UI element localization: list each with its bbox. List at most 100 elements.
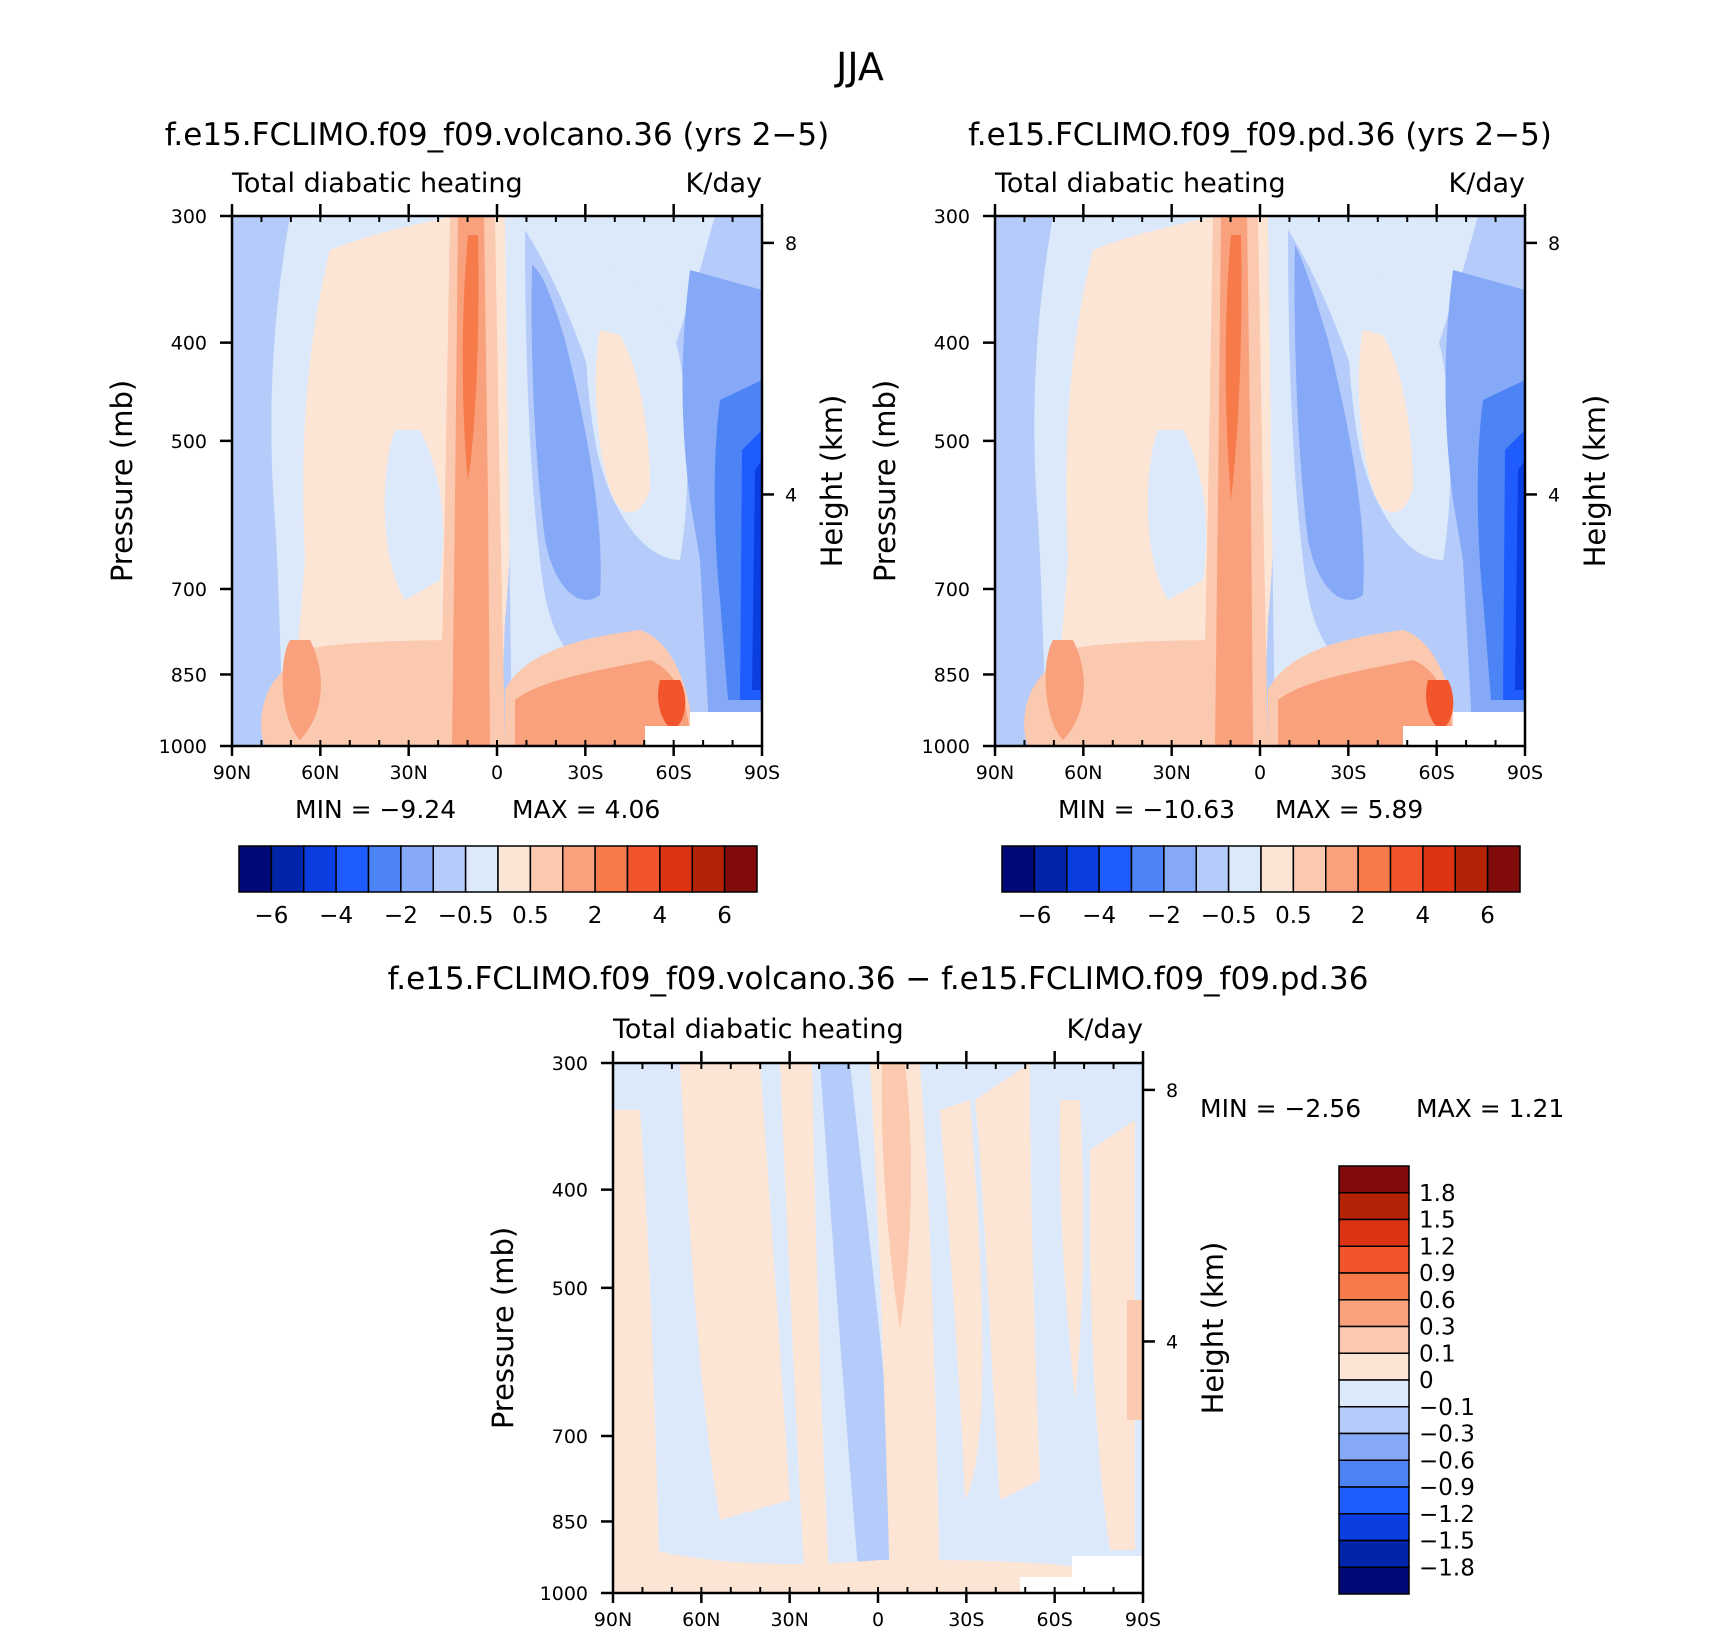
colorbar-label: 1.8 <box>1419 1181 1456 1207</box>
y-tick-label: 500 <box>934 431 970 453</box>
x-tick-label: 30S <box>948 1609 984 1629</box>
y-tick-label: 500 <box>171 431 207 453</box>
colorbar-swatch <box>1338 1432 1410 1461</box>
colorbar-swatch <box>1338 1459 1410 1488</box>
colorbar-label: −4 <box>1082 903 1116 929</box>
colorbar-swatch <box>1338 1245 1410 1274</box>
y-tick-label: 850 <box>552 1511 588 1533</box>
colorbar-label: −2 <box>384 903 418 929</box>
colorbar-swatch <box>1338 1539 1410 1568</box>
colorbar-swatch <box>1033 845 1068 893</box>
y-right-tick-label: 8 <box>1166 1080 1178 1102</box>
y-right-tick-label: 4 <box>1548 484 1560 506</box>
min-label: MIN = −2.56 <box>1200 1094 1361 1123</box>
colorbar-swatch <box>1195 845 1230 893</box>
colorbar-label: 0.1 <box>1419 1341 1456 1367</box>
x-tick-label: 90S <box>1125 1609 1161 1629</box>
colorbar-label: 1.2 <box>1419 1234 1456 1260</box>
colorbar-label: −1.2 <box>1419 1502 1475 1528</box>
colorbar-label: −6 <box>254 903 288 929</box>
colorbar-swatch <box>1454 845 1489 893</box>
colorbar-swatch <box>1338 1218 1410 1247</box>
colorbar: 1.81.51.20.90.60.30.10−0.1−0.3−0.6−0.9−1… <box>1338 1165 1475 1595</box>
colorbar-swatch <box>1338 1406 1410 1435</box>
colorbar-swatch <box>1338 1352 1410 1381</box>
colorbar-swatch <box>1066 845 1100 893</box>
x-tick-label: 30S <box>567 762 603 784</box>
y-right-tick-label: 4 <box>1166 1331 1178 1353</box>
y-axis-label: Pressure (mb) <box>105 380 139 582</box>
y-right-axis-label: Height (km) <box>815 395 849 568</box>
y-tick-label: 700 <box>552 1426 588 1448</box>
panel-diff: f.e15.FCLIMO.f09_f09.volcano.36 − f.e15.… <box>388 961 1565 1631</box>
max-label: MAX = 5.89 <box>1275 795 1423 824</box>
colorbar-swatch <box>1338 1299 1410 1328</box>
colorbar: −6 −4 −2 −0.5 0.5 2 4 6 <box>238 845 758 929</box>
colorbar-swatch <box>1325 845 1359 893</box>
colorbar-label: −0.5 <box>438 903 494 929</box>
panel-title: f.e15.FCLIMO.f09_f09.volcano.36 (yrs 2−5… <box>165 117 830 153</box>
max-label: MAX = 1.21 <box>1416 1094 1564 1123</box>
y-axis-label: Pressure (mb) <box>486 1227 520 1429</box>
colorbar-swatch <box>1338 1379 1410 1408</box>
colorbar-label: 1.5 <box>1419 1208 1456 1234</box>
x-tick-label: 30S <box>1330 762 1366 784</box>
y-tick-label: 400 <box>552 1180 588 1202</box>
figure-title: JJA <box>834 45 884 89</box>
colorbar-label: 6 <box>1480 903 1495 929</box>
y-tick-label: 500 <box>552 1278 588 1300</box>
colorbar-label: 2 <box>588 903 603 929</box>
colorbar-swatch <box>1292 845 1327 893</box>
y-right-tick-label: 8 <box>1548 233 1560 255</box>
colorbar-swatch <box>1227 845 1262 893</box>
colorbar-swatch <box>270 845 305 893</box>
colorbar-label: −1.5 <box>1419 1529 1475 1555</box>
colorbar-swatch <box>335 845 370 893</box>
colorbar-swatch <box>562 845 596 893</box>
colorbar-label: −1.8 <box>1419 1555 1475 1581</box>
y-tick-label: 400 <box>934 333 970 355</box>
colorbar-label: 0.3 <box>1419 1315 1456 1341</box>
colorbar-swatch <box>464 845 499 893</box>
colorbar-swatch <box>1338 1513 1410 1542</box>
panel-units-label: K/day <box>1067 1014 1143 1045</box>
colorbar-swatch <box>1338 1325 1410 1354</box>
colorbar-swatch <box>723 845 758 893</box>
colorbar-swatch <box>626 845 661 893</box>
colorbar-label: 0.6 <box>1419 1288 1456 1314</box>
colorbar-swatch <box>367 845 402 893</box>
colorbar-swatch <box>303 845 337 893</box>
y-right-axis-label: Height (km) <box>1578 395 1612 568</box>
panel-units-label: K/day <box>686 168 762 199</box>
colorbar-swatch <box>529 845 564 893</box>
axes: 90N 60N 30N 0 30S 60S 90S 300 400 500 700 850 1000 8 4… <box>105 204 849 784</box>
x-tick-label: 90S <box>744 762 780 784</box>
colorbar-swatch <box>1260 845 1295 893</box>
y-tick-label: 1000 <box>540 1583 588 1605</box>
colorbar-swatch <box>1163 845 1197 893</box>
colorbar-label: −0.9 <box>1419 1475 1475 1501</box>
y-tick-label: 400 <box>171 333 207 355</box>
panel-left-label: Total diabatic heating <box>612 1014 904 1045</box>
colorbar-swatch <box>400 845 434 893</box>
x-tick-label: 60N <box>682 1609 720 1629</box>
y-tick-label: 300 <box>552 1053 588 1075</box>
colorbar-label: −0.1 <box>1419 1395 1475 1421</box>
x-tick-label: 30N <box>1152 762 1190 784</box>
colorbar-label: 0.5 <box>1275 903 1312 929</box>
x-tick-label: 90N <box>976 762 1014 784</box>
x-tick-label: 30N <box>770 1609 808 1629</box>
colorbar-swatch <box>1486 845 1521 893</box>
x-tick-label: 90N <box>594 1609 632 1629</box>
colorbar-swatch <box>432 845 467 893</box>
colorbar-label: −2 <box>1147 903 1181 929</box>
colorbar-swatch <box>1338 1192 1410 1221</box>
y-tick-label: 850 <box>934 664 970 686</box>
colorbar-label: 0.9 <box>1419 1261 1456 1287</box>
panel-left-label: Total diabatic heating <box>231 168 523 199</box>
y-tick-label: 850 <box>171 664 207 686</box>
colorbar: −6 −4 −2 −0.5 0.5 2 4 6 <box>1001 845 1521 929</box>
x-tick-label: 30N <box>389 762 427 784</box>
colorbar-label: −4 <box>319 903 353 929</box>
